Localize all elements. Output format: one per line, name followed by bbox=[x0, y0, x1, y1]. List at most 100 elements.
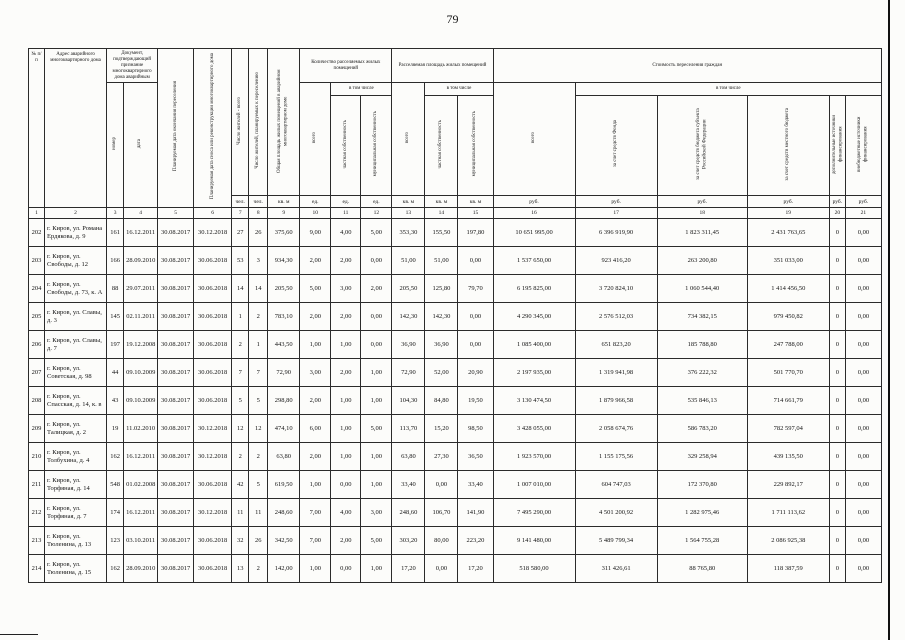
data-cell: 36,50 bbox=[457, 442, 494, 471]
data-cell: 142,00 bbox=[267, 554, 301, 583]
data-cell: 88 bbox=[106, 274, 125, 303]
private-ownership-label: частная собственность bbox=[342, 119, 348, 169]
data-cell: 19.12.2008 bbox=[123, 330, 159, 359]
including-header-cost: в том числе bbox=[574, 82, 883, 96]
unit-cell: руб. bbox=[746, 195, 830, 208]
data-cell: 248,60 bbox=[391, 498, 426, 527]
data-cell: 10 651 995,00 bbox=[492, 218, 576, 247]
data-cell: 351 033,00 bbox=[746, 246, 830, 275]
data-cell: 30.06.2018 bbox=[193, 526, 233, 555]
data-cell: 714 661,79 bbox=[746, 386, 830, 415]
data-cell: 206 bbox=[27, 330, 46, 359]
data-cell: 1 923 570,00 bbox=[492, 442, 576, 471]
data-cell: 208 bbox=[27, 386, 46, 415]
table-row: 204 г. Киров, ул. Свободы, д. 73, к. А 88 2… bbox=[27, 274, 883, 303]
data-cell: 375,60 bbox=[267, 218, 301, 247]
data-cell: 0,00 bbox=[844, 246, 883, 275]
data-cell: 205 bbox=[27, 302, 46, 331]
data-cell: 2,00 bbox=[299, 442, 332, 471]
col-number: 9 bbox=[267, 207, 301, 219]
data-cell: 1,00 bbox=[330, 330, 362, 359]
data-cell: 3 130 474,50 bbox=[492, 386, 576, 415]
data-cell: 197,80 bbox=[457, 218, 494, 247]
data-cell: 33,40 bbox=[391, 470, 426, 499]
unit-cell: кв. м bbox=[267, 195, 301, 208]
data-cell: 1,00 bbox=[330, 442, 362, 471]
data-cell: 2 bbox=[248, 302, 269, 331]
data-cell: 79,70 bbox=[457, 274, 494, 303]
data-cell: 5,00 bbox=[299, 274, 332, 303]
col-header-area-total: всего bbox=[391, 82, 426, 196]
data-cell: 30.12.2018 bbox=[193, 442, 233, 471]
data-cell: 26 bbox=[248, 526, 269, 555]
data-cell: 0,00 bbox=[844, 330, 883, 359]
data-cell: 2,00 bbox=[299, 302, 332, 331]
address-cell: г. Киров, ул. Славы, д. 3 bbox=[44, 302, 108, 331]
data-cell: 30.12.2018 bbox=[193, 414, 233, 443]
data-cell: 197 bbox=[106, 330, 125, 359]
data-cell: 12 bbox=[248, 414, 269, 443]
cost-fund-label: за счет средств Фонда bbox=[612, 120, 618, 168]
data-cell: 6,00 bbox=[299, 414, 332, 443]
data-cell: 118 387,59 bbox=[746, 554, 830, 583]
cost-offbudget-label: внебюджетные источники финансирования bbox=[857, 116, 869, 172]
data-cell: 248,60 bbox=[267, 498, 301, 527]
col-header-cost-region: за счет средств бюджета субъекта Российс… bbox=[656, 95, 748, 196]
group-area-label: Расселяемая площадь жилых помещений bbox=[398, 62, 487, 68]
scan-edge-line bbox=[888, 0, 890, 640]
col-header-premises-total: всего bbox=[299, 82, 332, 196]
data-cell: 0 bbox=[828, 218, 846, 247]
data-cell: 211 bbox=[27, 470, 46, 499]
data-cell: 1 bbox=[248, 330, 269, 359]
table-header: № п/п Адрес аварийного многоквартирного … bbox=[27, 48, 883, 219]
data-cell: 17,20 bbox=[457, 554, 494, 583]
data-cell: 0,00 bbox=[330, 554, 362, 583]
data-cell: 14 bbox=[231, 274, 250, 303]
data-cell: 53 bbox=[231, 246, 250, 275]
data-cell: 30.06.2018 bbox=[193, 302, 233, 331]
group-premises-label: Количество расселяемых жилых помещений bbox=[311, 59, 381, 71]
col-number: 5 bbox=[157, 207, 195, 219]
data-cell: 30.08.2017 bbox=[157, 218, 195, 247]
data-cell: 0,00 bbox=[360, 330, 393, 359]
data-cell: 229 892,17 bbox=[746, 470, 830, 499]
data-cell: 16.12.2011 bbox=[123, 498, 159, 527]
data-cell: 11 bbox=[231, 498, 250, 527]
including-header-area: в том числе bbox=[424, 82, 494, 96]
col-header-premises-private: частная собственность bbox=[330, 95, 362, 196]
unit-cell: руб. bbox=[492, 195, 576, 208]
data-cell: 342,50 bbox=[267, 526, 301, 555]
doc-group-label: Документ, подтверждающий признание много… bbox=[112, 50, 152, 80]
data-cell: 0 bbox=[828, 470, 846, 499]
col-header-residents-total: Число жителей - всего bbox=[231, 48, 250, 196]
data-cell: 0 bbox=[828, 414, 846, 443]
table-row: 212 г. Киров, ул. Торфяная, д. 7 174 16.12.… bbox=[27, 498, 883, 527]
data-cell: 5 bbox=[231, 386, 250, 415]
data-cell: 439 135,50 bbox=[746, 442, 830, 471]
total-area-label: Общая площадь жилых помещений в аварийно… bbox=[277, 68, 289, 173]
data-cell: 329 258,94 bbox=[656, 442, 748, 471]
table-row: 213 г. Киров, ул. Тюленина, д. 13 123 03.10… bbox=[27, 526, 883, 555]
data-cell: 0,00 bbox=[844, 442, 883, 471]
data-cell: 30.08.2017 bbox=[157, 470, 195, 499]
data-cell: 1,00 bbox=[360, 386, 393, 415]
data-cell: 0,00 bbox=[844, 302, 883, 331]
col-header-cost-additional: дополнительные источники финансирования bbox=[828, 95, 846, 196]
table-body: 202 г. Киров, ул. Романа Ердякова, д. 9 16… bbox=[27, 218, 883, 583]
data-cell: 619,50 bbox=[267, 470, 301, 499]
data-cell: 0 bbox=[828, 498, 846, 527]
unit-cell: ед. bbox=[360, 195, 393, 208]
data-cell: 1,00 bbox=[330, 414, 362, 443]
address-cell: г. Киров, ул. Спасская, д. 14, к. в bbox=[44, 386, 108, 415]
data-cell: 210 bbox=[27, 442, 46, 471]
col-header-doc-date: дата bbox=[123, 82, 159, 208]
data-cell: 586 783,20 bbox=[656, 414, 748, 443]
data-cell: 01.02.2008 bbox=[123, 470, 159, 499]
group-header-cost: Стоимость переселения граждан bbox=[492, 48, 882, 83]
data-cell: 263 200,80 bbox=[656, 246, 748, 275]
area-total-label: всего bbox=[405, 131, 411, 144]
data-cell: 2,00 bbox=[330, 358, 362, 387]
table-row: 210 г. Киров, ул. Толбухина, д. 4 162 16.12… bbox=[27, 442, 883, 471]
col-number: 3 bbox=[106, 207, 125, 219]
